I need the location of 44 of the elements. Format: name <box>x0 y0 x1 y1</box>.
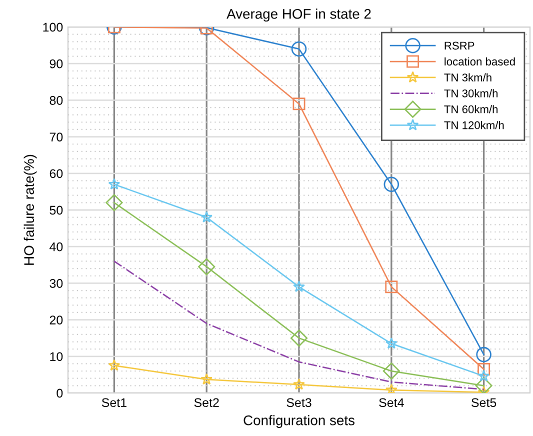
y-tick-label: 50 <box>50 206 63 215</box>
point <box>198 258 216 276</box>
x-tick-label: Set1 <box>102 398 126 408</box>
point <box>476 346 492 362</box>
point <box>200 373 213 385</box>
point <box>475 377 492 393</box>
point <box>292 98 306 110</box>
y-tick-label: 80 <box>50 96 63 105</box>
point <box>385 337 398 349</box>
point <box>290 330 308 347</box>
chart-title: Average HOF in state 2 <box>226 8 371 22</box>
x-tick-label: Set3 <box>286 398 312 408</box>
point <box>108 359 120 371</box>
point <box>108 178 120 190</box>
x-axis-title: Configuration sets <box>244 415 354 428</box>
legend-label: TN 30km/h <box>444 89 498 98</box>
y-tick-label: 0 <box>56 388 63 398</box>
legend-label: TN 3km/h <box>444 73 492 82</box>
point <box>478 362 490 376</box>
point <box>106 194 123 212</box>
y-axis-title: HO failure rate(%) <box>24 154 37 265</box>
y-tick-label: 30 <box>50 279 63 288</box>
y-tick-label: 40 <box>50 242 63 252</box>
point <box>200 211 213 223</box>
y-tick-label: 70 <box>50 132 63 142</box>
y-tick-label: 10 <box>50 352 63 362</box>
legend-label: TN 60km/h <box>444 105 498 114</box>
point <box>293 280 305 292</box>
point <box>385 384 398 393</box>
y-tick-label: 100 <box>43 22 63 32</box>
y-tick-label: 90 <box>50 59 63 68</box>
x-tick-label: Set4 <box>379 398 404 408</box>
y-tick-label: 20 <box>50 316 63 324</box>
x-tick-label: Set2 <box>194 398 219 408</box>
legend-label: RSRP <box>444 42 474 50</box>
point <box>293 378 305 390</box>
point <box>382 362 400 380</box>
legend-label: location based <box>444 57 515 66</box>
y-tick-label: 60 <box>50 169 63 178</box>
legend-label: TN 120km/h <box>444 121 504 130</box>
x-tick-label: Set5 <box>472 398 496 408</box>
point <box>478 370 490 382</box>
point <box>384 176 400 192</box>
point <box>385 280 398 294</box>
